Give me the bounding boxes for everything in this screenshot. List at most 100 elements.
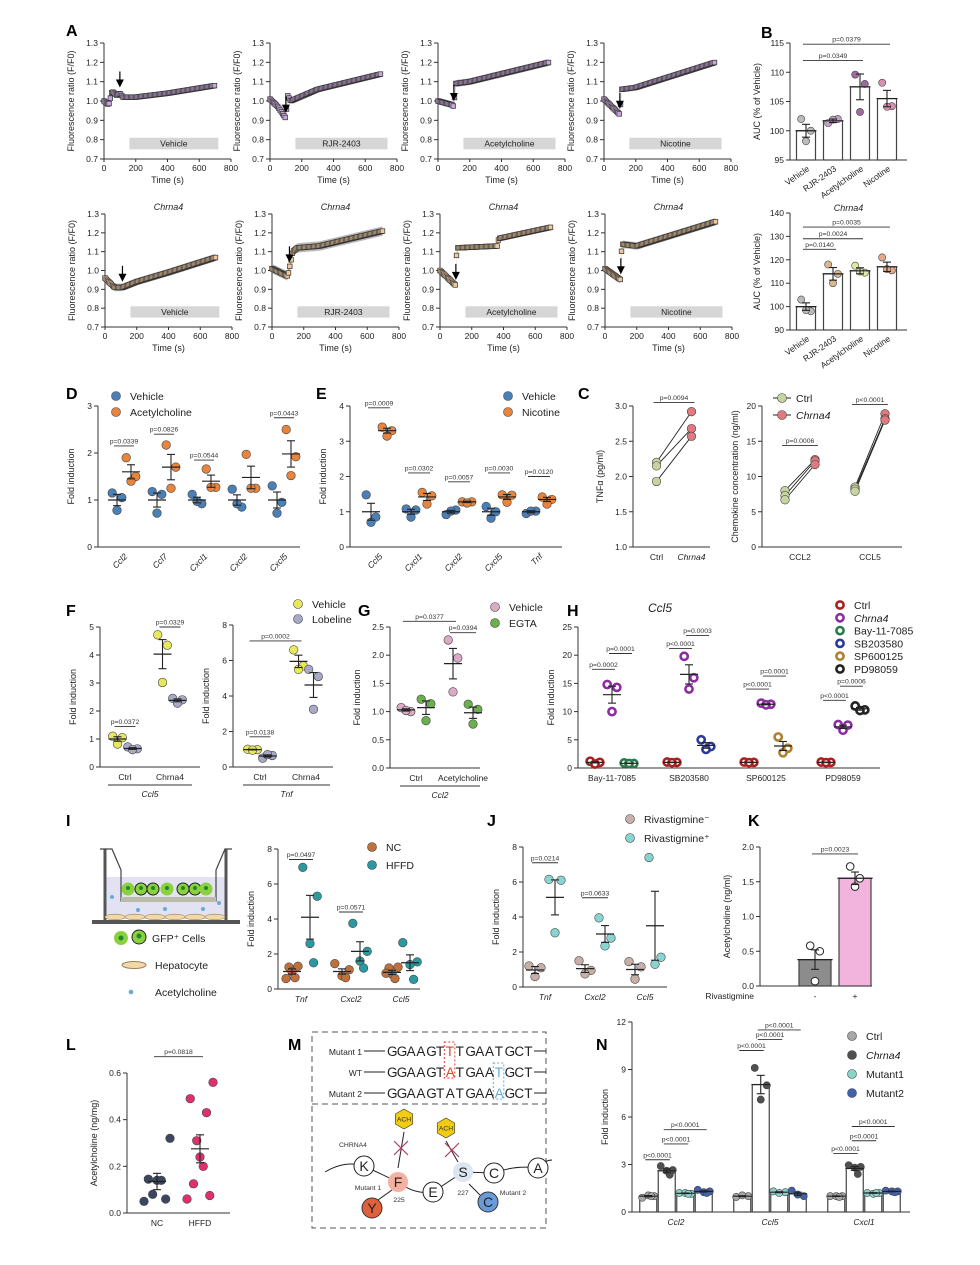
legend-marker — [835, 638, 845, 649]
y-tick-label: 5 — [751, 507, 756, 517]
x-tick-label: 200 — [630, 331, 644, 341]
chart-b1 — [786, 42, 907, 161]
data-point — [618, 248, 625, 254]
data-point — [147, 486, 157, 497]
transwell-outer-wall — [103, 849, 228, 920]
y-axis-title: Fold induction — [246, 891, 256, 947]
data-point — [290, 973, 300, 983]
acetylcholine-icon — [128, 989, 134, 995]
x-tick-label: 0 — [602, 163, 607, 173]
data-point — [453, 653, 463, 663]
hepatocyte — [104, 913, 126, 921]
x-tick-label: Ccl2 — [667, 1217, 684, 1227]
transwell-base — [92, 920, 240, 924]
y-axis-title: Fold induction — [201, 668, 211, 724]
y-tick-label: 0.9 — [422, 284, 434, 294]
data-point — [208, 1077, 218, 1087]
residue-position: 227 — [457, 1190, 469, 1197]
data-point — [684, 684, 694, 694]
arrow-down-icon — [118, 273, 127, 282]
y-tick-label: 90 — [775, 325, 785, 335]
data-point — [481, 501, 491, 512]
data-point — [686, 431, 697, 441]
treatment-label: RJR-2403 — [322, 139, 361, 149]
data-point — [157, 677, 168, 688]
dna-sequence: GGAAGT AT GAAT GCT — [387, 1065, 532, 1080]
data-point — [656, 1162, 665, 1170]
chart-f1 — [96, 626, 200, 786]
y-tick-label: 3.0 — [615, 401, 627, 411]
residue-circle — [422, 1181, 444, 1203]
chart-a5 — [101, 213, 233, 330]
residue-label: S — [458, 1164, 467, 1180]
y-tick-label: 0.0 — [372, 763, 384, 773]
y-tick-label: 105 — [770, 97, 784, 107]
y-tick-label: 2.0 — [742, 842, 754, 852]
residue-label: C — [489, 1165, 499, 1181]
y-tick-label: 25 — [563, 622, 573, 632]
y-tick-label: 0.9 — [87, 284, 99, 294]
x-tick-label: 200 — [465, 331, 479, 341]
y-axis-title: Acetylcholine (ng/ml) — [722, 875, 732, 959]
y-axis-title: Fold induction — [491, 889, 501, 945]
x-tick-label: Ctrl — [409, 773, 422, 783]
data-point — [298, 862, 308, 872]
data-point — [377, 71, 384, 77]
panel-letter-a: A — [66, 23, 78, 40]
data-point — [212, 254, 219, 261]
y-axis-title: Fold induction — [318, 448, 328, 504]
chart-h — [574, 600, 880, 769]
legend-label: PD98059 — [854, 664, 898, 676]
legend-label: Bay-11-7085 — [854, 626, 914, 638]
cell-nucleus — [151, 886, 155, 890]
data-point — [711, 59, 718, 66]
data-point — [880, 415, 890, 425]
y-tick-label: 0 — [87, 542, 92, 552]
y-tick-label: 0.5 — [742, 946, 754, 956]
y-tick-label: 2.5 — [372, 622, 384, 632]
y-tick-label: 1.2 — [254, 228, 266, 238]
residue-label: K — [359, 1158, 369, 1174]
legend-marker — [847, 1050, 857, 1060]
p-value-label: p<0.0001 — [662, 1136, 691, 1143]
x-tick-label: 800 — [724, 163, 738, 173]
x-tick-label: 400 — [160, 163, 174, 173]
chart-a7 — [436, 213, 568, 330]
y-tick-label: 9 — [621, 1065, 626, 1075]
x-tick-label: 400 — [494, 163, 508, 173]
group-label: Tnf — [280, 789, 294, 799]
y-tick-label: 0.8 — [252, 135, 264, 145]
y-tick-label: 0.0 — [742, 981, 754, 991]
chart-a8 — [601, 213, 733, 330]
arrow-down-icon — [115, 79, 124, 88]
y-tick-label: 0.9 — [254, 284, 266, 294]
x-tick-label: - — [814, 991, 817, 1001]
p-value-label: p=0.0377 — [415, 614, 444, 621]
y-axis-title: Fluorescence ratio (F/F0) — [566, 50, 576, 151]
cell-nucleus — [165, 886, 169, 890]
data-point — [616, 111, 622, 117]
data-point — [536, 963, 546, 973]
p-value-label: p=0.0826 — [150, 427, 179, 434]
x-tick-label: 400 — [496, 331, 510, 341]
y-tick-label: 0.9 — [587, 284, 599, 294]
y-tick-label: 115 — [770, 38, 784, 48]
data-point — [607, 706, 617, 717]
y-axis-title: TNFα (pg/ml) — [595, 450, 605, 503]
panel-letter-b: B — [761, 25, 773, 42]
y-tick-label: 1.2 — [87, 228, 99, 238]
pair-line — [784, 459, 816, 491]
y-tick-label: 1.3 — [254, 209, 266, 219]
bar — [849, 270, 871, 331]
data-point — [330, 959, 340, 969]
data-point — [750, 1064, 759, 1072]
group-label: Ccl2 — [431, 790, 448, 800]
mutant-residue-label: C — [483, 1194, 493, 1210]
p-value-label: p=0.0214 — [531, 855, 560, 862]
data-point — [810, 976, 820, 986]
residue-circle — [388, 1172, 408, 1192]
y-tick-label: 3 — [89, 678, 94, 688]
data-point — [686, 407, 697, 417]
chart-c1 — [629, 402, 710, 548]
bar — [822, 120, 844, 161]
